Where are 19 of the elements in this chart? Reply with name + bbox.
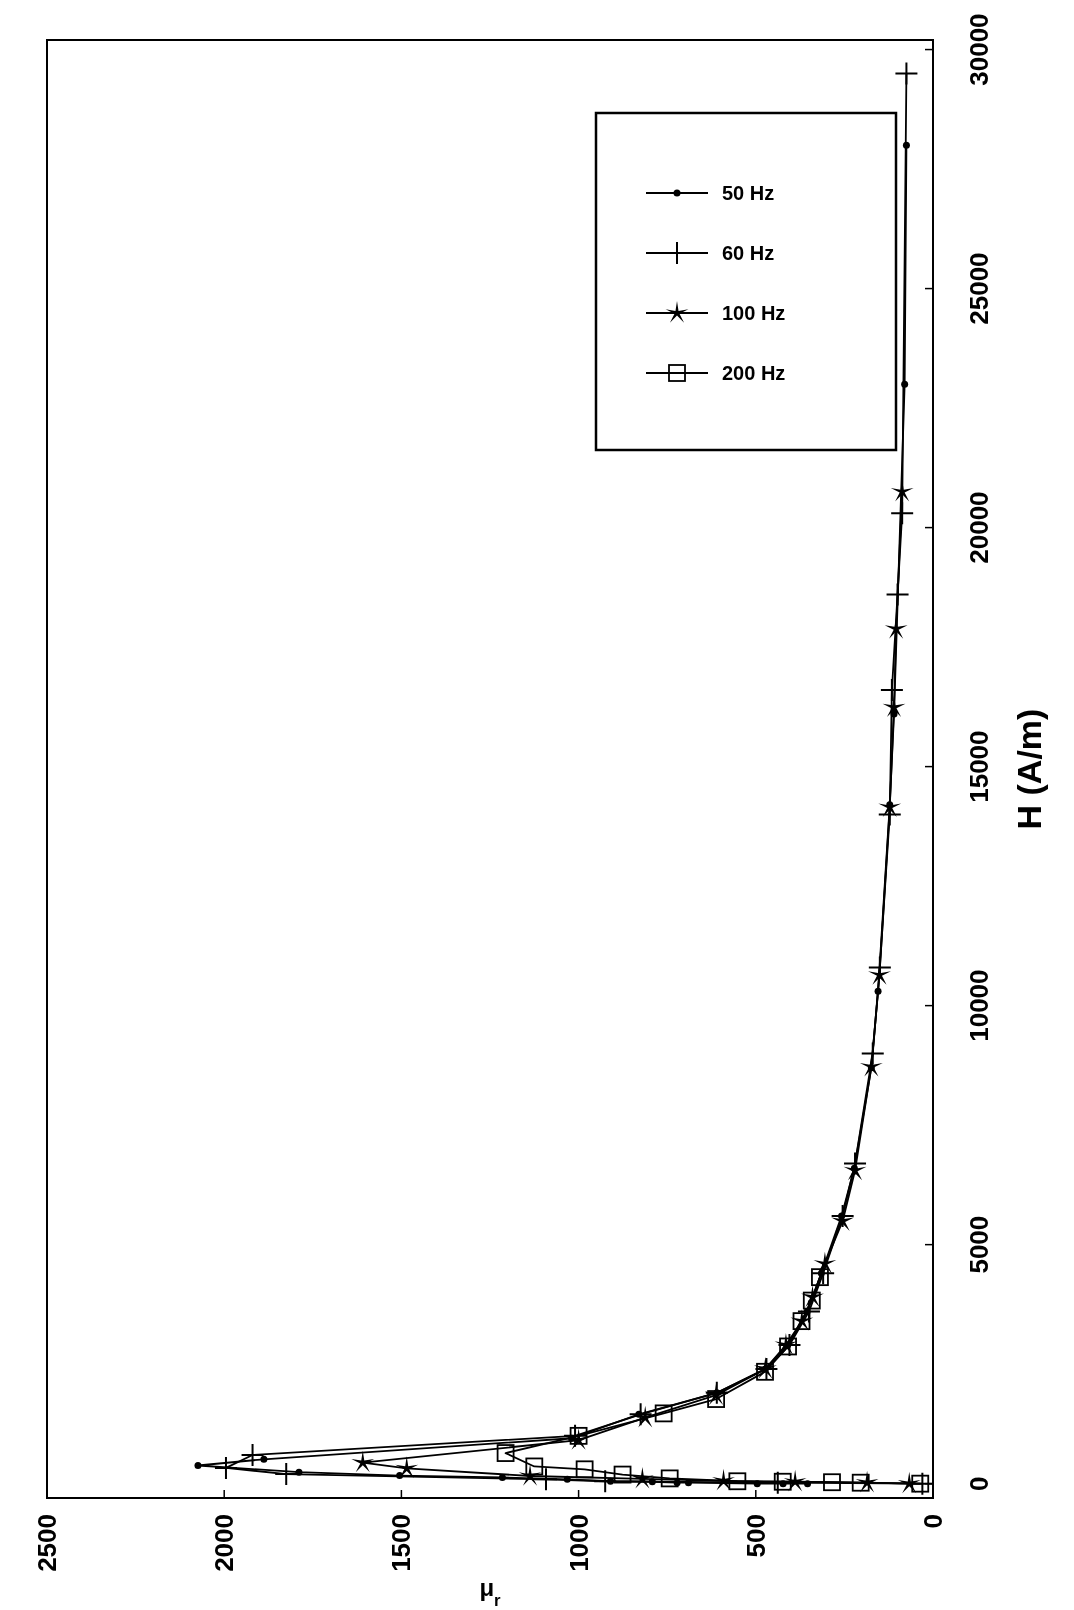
x-tick-label: 500 [740, 1514, 771, 1558]
x-tick-label: 0 [918, 1514, 949, 1529]
y-tick-label: 25000 [964, 252, 995, 325]
x-tick-label: 1000 [563, 1514, 594, 1572]
legend-label: 200 Hz [722, 362, 786, 384]
x-axis-title: μ$_{r}$ [479, 1574, 502, 1610]
y-tick-label: 20000 [964, 491, 995, 564]
y-axis-title: H (A/m) [1009, 708, 1048, 830]
legend-label: 50 Hz [722, 182, 775, 204]
legend-label: 100 Hz [722, 302, 786, 324]
y-tick-label: 15000 [964, 730, 995, 803]
y-tick-label: 5000 [964, 1215, 995, 1274]
legend-label: 60 Hz [722, 242, 775, 264]
y-tick-label: 30000 [964, 13, 995, 86]
x-tick-label: 1500 [386, 1514, 417, 1572]
y-tick-label: 0 [964, 1476, 995, 1491]
x-tick-label: 2000 [209, 1514, 240, 1572]
y-tick-label: 10000 [964, 969, 995, 1042]
x-tick-label: 2500 [32, 1514, 63, 1572]
